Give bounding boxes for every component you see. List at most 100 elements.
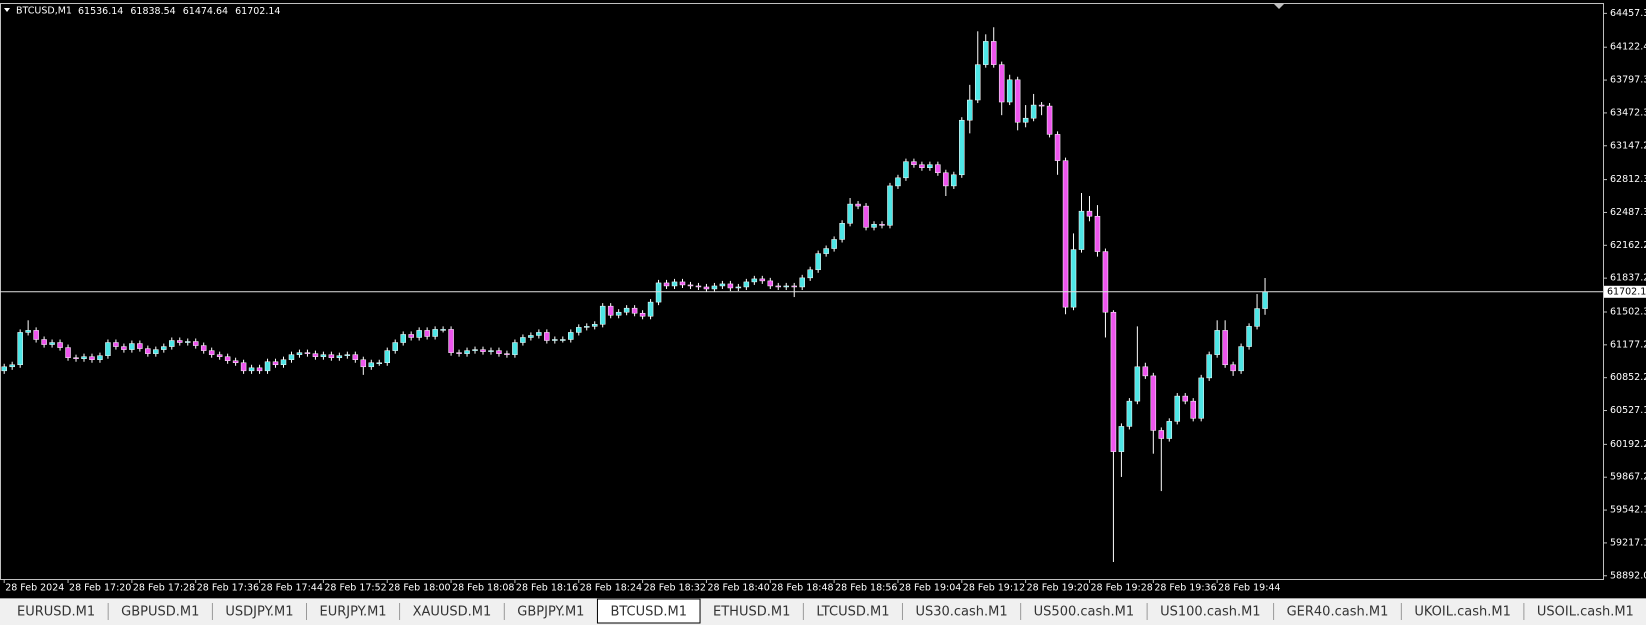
candle-body: [248, 367, 255, 372]
candle-body: [1094, 215, 1101, 252]
candle-body: [105, 342, 111, 356]
candle-body: [137, 343, 143, 349]
x-tick-label: 28 Feb 19:44: [1218, 583, 1280, 594]
y-tick-label: 59542.15: [1610, 505, 1646, 516]
symbol-tab[interactable]: USDJPY.M1: [225, 603, 307, 620]
candle-body: [344, 354, 351, 356]
tab-label[interactable]: EURJPY.M1: [320, 605, 387, 620]
x-tick-label: 28 Feb 18:00: [388, 583, 450, 594]
candle-body: [863, 205, 869, 228]
candle-body: [935, 164, 941, 174]
y-tick-label: 62812.35: [1610, 174, 1646, 185]
candle-body: [1038, 104, 1045, 107]
symbol-tab[interactable]: GBPUSD.M1: [121, 603, 213, 620]
tab-label[interactable]: US100.cash.M1: [1160, 605, 1260, 620]
candle-body: [200, 345, 207, 351]
symbol-tab[interactable]: GER40.cash.M1: [1287, 603, 1402, 620]
candle-body: [1062, 160, 1069, 308]
candle-body: [416, 330, 422, 338]
y-tick-label: 59217.10: [1610, 537, 1646, 548]
candle-body: [807, 269, 813, 279]
tab-label[interactable]: GBPUSD.M1: [121, 605, 199, 620]
candle-body: [975, 64, 981, 101]
candle-body: [1086, 210, 1093, 217]
tab-label[interactable]: US500.cash.M1: [1034, 605, 1134, 620]
x-tick-label: 28 Feb 17:52: [324, 583, 386, 594]
candle-body: [224, 356, 231, 361]
tab-label[interactable]: US30.cash.M1: [915, 605, 1007, 620]
y-tick-label: 61502.30: [1610, 306, 1646, 317]
tab-label[interactable]: BTCUSD.M1: [610, 605, 687, 620]
candle-body: [1246, 326, 1252, 347]
candle-body: [1126, 400, 1133, 427]
tab-label[interactable]: GER40.cash.M1: [1287, 605, 1389, 620]
tab-bar: [0, 598, 1646, 625]
candle-body: [879, 224, 885, 226]
candle-body: [240, 362, 247, 372]
candle-body: [169, 340, 175, 347]
symbol-tab[interactable]: BTCUSD.M1: [596, 598, 701, 624]
candle-body: [504, 353, 510, 355]
tab-label[interactable]: ETHUSD.M1: [713, 605, 790, 620]
candle-body: [65, 347, 71, 358]
symbol-tab[interactable]: EURUSD.M1: [17, 603, 109, 620]
candle-body: [1014, 79, 1021, 123]
candle-body: [679, 281, 686, 286]
active-tab[interactable]: [596, 598, 701, 624]
symbol-tab[interactable]: US500.cash.M1: [1034, 603, 1148, 620]
x-tick-label: 28 Feb 19:36: [1154, 583, 1216, 594]
x-tick-label: 28 Feb 18:56: [835, 583, 897, 594]
tab-label[interactable]: UKOIL.cash.M1: [1414, 605, 1511, 620]
x-tick-label: 28 Feb 18:16: [516, 583, 578, 594]
candle-body: [951, 174, 957, 187]
candle-body: [1190, 400, 1196, 419]
candle-body: [1254, 308, 1260, 327]
tab-label[interactable]: USOIL.cash.M1: [1537, 605, 1634, 620]
chart-shift-marker: [1274, 4, 1284, 9]
symbol-tab[interactable]: US100.cash.M1: [1160, 603, 1275, 620]
candle-body: [663, 282, 670, 287]
candle-body: [711, 285, 718, 290]
tab-label[interactable]: GBPJPY.M1: [517, 605, 584, 620]
candle-body: [296, 352, 303, 355]
symbol-tab[interactable]: UKOIL.cash.M1: [1414, 603, 1525, 620]
candle-body: [432, 329, 438, 337]
candle-body: [145, 348, 151, 354]
candle-body: [791, 285, 797, 288]
candle-body: [583, 326, 590, 328]
candle-body: [272, 361, 279, 366]
current-price-box: [1604, 285, 1646, 298]
candle-body: [1118, 426, 1125, 452]
candle-body: [576, 327, 582, 333]
close-value: 61702.14: [235, 6, 280, 17]
candle-body: [552, 339, 558, 341]
candle-body: [352, 354, 359, 360]
tab-label[interactable]: LTCUSD.M1: [816, 605, 889, 620]
candle-body: [456, 352, 462, 354]
candle-body: [448, 329, 454, 353]
tab-label[interactable]: XAUUSD.M1: [413, 605, 492, 620]
candle-body: [751, 278, 758, 283]
candle-body: [831, 239, 837, 249]
symbol-tab[interactable]: LTCUSD.M1: [816, 603, 903, 620]
tab-label[interactable]: USDJPY.M1: [225, 605, 293, 620]
symbol-tab[interactable]: ETHUSD.M1: [713, 603, 804, 620]
candle-body: [568, 332, 574, 340]
menu-arrow[interactable]: [4, 8, 10, 12]
candle-body: [368, 362, 375, 368]
symbol-tab[interactable]: XAUUSD.M1: [413, 603, 505, 620]
candle-body: [536, 332, 542, 336]
candle-body: [304, 352, 311, 354]
symbol-tab[interactable]: USOIL.cash.M1: [1537, 603, 1646, 620]
tab-label[interactable]: EURUSD.M1: [17, 605, 95, 620]
candle-body: [1030, 104, 1037, 119]
symbol-tab[interactable]: US30.cash.M1: [915, 603, 1022, 620]
candle-body: [89, 356, 95, 360]
candle-body: [695, 285, 702, 288]
candle-body: [735, 286, 742, 289]
symbol-tab[interactable]: EURJPY.M1: [320, 603, 401, 620]
candle-body: [184, 341, 191, 343]
candle-body: [639, 312, 646, 317]
